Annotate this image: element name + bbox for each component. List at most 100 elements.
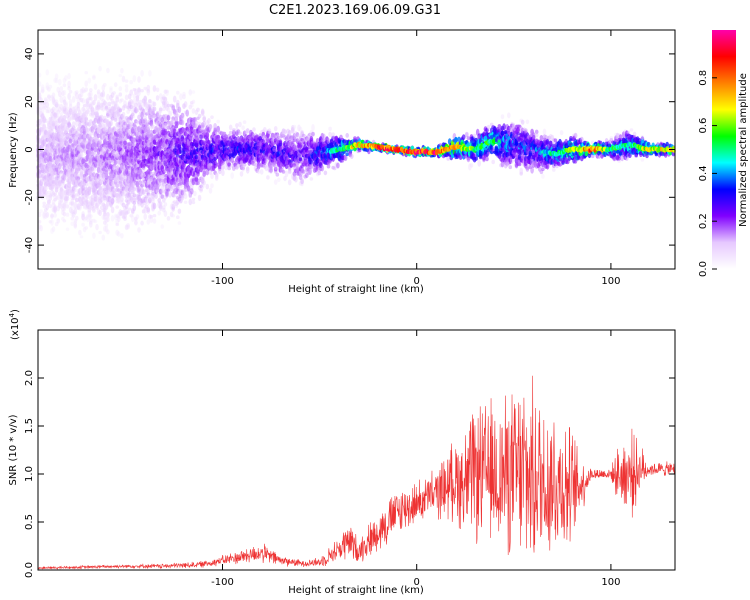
spectrogram-cell: [45, 211, 50, 218]
spectrogram-cell: [129, 89, 133, 96]
spectrogram-cell: [127, 207, 132, 211]
spectrogram-cell: [47, 95, 51, 99]
spectrogram-cell: [76, 106, 81, 112]
spectrogram-cell: [45, 82, 50, 89]
spectrogram-cell: [188, 89, 193, 95]
spectrogram-cells: [36, 65, 676, 241]
spectrogram-cell: [37, 168, 42, 175]
spectrogram-cell: [61, 206, 65, 212]
spectrogram-cell: [54, 145, 59, 152]
spectrogram-cell: [42, 204, 46, 208]
spectrogram-cell: [75, 90, 79, 94]
spectrogram-cell: [64, 75, 68, 81]
spectrogram-cell: [40, 84, 45, 91]
spectrogram-cell: [58, 127, 62, 133]
spectrogram-cell: [62, 83, 67, 88]
spectrogram-cell: [73, 105, 78, 112]
spectrogram-cell: [51, 140, 56, 146]
spectrogram-cell: [256, 168, 261, 175]
spectrogram-cell: [67, 92, 71, 100]
spectrogram-cell: [118, 130, 123, 135]
spectrogram-cell: [50, 122, 54, 129]
spectrogram-cell: [58, 117, 62, 123]
spectrogram-cell: [50, 95, 54, 99]
spectrogram-cell: [47, 132, 51, 136]
spectrogram-cell: [89, 221, 93, 228]
spectrogram-cell: [71, 111, 76, 118]
spectrogram-cell: [59, 130, 64, 135]
spectrogram-cell: [163, 96, 168, 102]
spectrogram-cell: [54, 182, 59, 186]
spectrogram-cell: [51, 163, 56, 169]
spectrogram-cell: [71, 133, 76, 138]
spectrogram-cell: [47, 182, 51, 187]
spectrogram-cell: [70, 193, 74, 198]
spectrogram-cell: [48, 177, 53, 181]
spectrogram-cell: [47, 182, 51, 187]
spectrogram-cell: [40, 112, 45, 119]
spectrogram-cell: [47, 107, 51, 114]
spectrogram-cell: [196, 135, 200, 142]
spectrogram-cell: [51, 123, 56, 127]
spectrogram-cell: [64, 101, 68, 106]
spectrogram-cell: [81, 87, 85, 94]
spectrogram-cell: [59, 138, 64, 146]
spectrogram-cell: [54, 78, 59, 84]
spectrogram-cell: [44, 175, 48, 180]
spectrogram-cell: [151, 124, 155, 129]
spectrogram-cell: [70, 113, 74, 120]
spectrogram-cell: [39, 179, 43, 186]
spectrogram-cell: [58, 180, 62, 184]
spectrogram-cell: [115, 94, 119, 100]
spectrogram-cell: [92, 232, 96, 239]
spectrogram-cell: [61, 107, 65, 112]
spectrogram-cell: [62, 173, 67, 181]
spectrogram-cell: [120, 98, 124, 102]
spectrogram-cell: [58, 191, 62, 197]
spectrogram-cell: [42, 124, 46, 132]
spectrogram-cell: [194, 120, 199, 124]
spectrogram-cell: [171, 214, 175, 218]
spectrogram-cell: [50, 213, 54, 219]
spectrogram-cell: [75, 198, 79, 203]
spectrogram-cell: [78, 188, 82, 195]
spectrogram-cell: [104, 168, 109, 173]
spectrogram-cell: [59, 112, 64, 119]
spectrogram-cell: [58, 200, 62, 207]
spectrogram-cell: [64, 197, 68, 202]
spectrogram-cell: [98, 65, 102, 72]
spectrogram-cell: [68, 89, 73, 94]
spectrogram-cell: [152, 101, 157, 107]
spectrogram-cell: [54, 121, 59, 127]
spectrogram-cell: [50, 219, 54, 226]
spectrogram-cell: [197, 121, 202, 126]
spectrogram-cell: [92, 207, 96, 213]
spectrogram-cell: [81, 113, 85, 121]
spectrogram-cell: [272, 146, 277, 152]
spectrogram-cell: [168, 111, 172, 117]
spectrogram-cell: [65, 112, 70, 119]
spectrogram-cell: [292, 124, 297, 129]
spectrogram-cell: [202, 170, 206, 178]
spectrogram-cell: [75, 180, 79, 188]
spectrogram-cell: [71, 114, 76, 120]
spectrogram-cell: [67, 179, 71, 186]
spectrogram-cell: [67, 72, 71, 80]
spectrogram-cell: [51, 120, 56, 127]
spectrogram-cell: [54, 179, 59, 184]
spectrogram-cell: [48, 125, 53, 131]
spectrogram-cell: [79, 198, 84, 203]
spectrogram-cell: [148, 99, 152, 104]
spectrogram-cell: [73, 193, 78, 201]
spectrogram-cell: [45, 126, 50, 130]
spectrogram-cell: [92, 74, 96, 79]
spectrogram-cell: [101, 106, 106, 112]
spectrogram-cell: [78, 174, 82, 178]
spectrogram-cell: [39, 189, 43, 194]
spectrogram-cell: [81, 97, 85, 104]
spectrogram-cell: [202, 180, 206, 186]
spectrogram-cell: [39, 158, 43, 164]
spectrogram-cell: [64, 184, 68, 189]
spectrogram-cell: [68, 108, 73, 113]
spectrogram-cell: [45, 203, 50, 211]
